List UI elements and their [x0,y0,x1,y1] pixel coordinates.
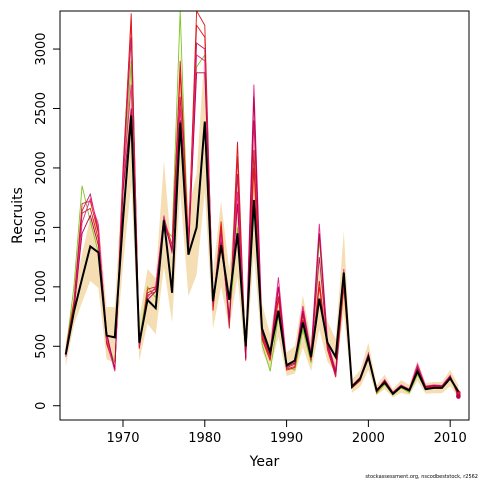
x-tick-label: 1980 [188,431,221,446]
x-tick-label: 1970 [106,431,139,446]
x-axis: 1970 1980 1990 2000 2010 [106,419,467,446]
y-tick-label: 2500 [34,92,49,125]
x-tick-label: 1990 [270,431,303,446]
x-tick-label: 2000 [352,431,385,446]
y-tick-label: 1500 [34,211,49,244]
y-tick-label: 500 [34,334,49,359]
y-tick-label: 1000 [34,270,49,303]
y-axis: 0 500 1000 1500 2000 2500 3000 [34,32,61,410]
estimate-line [64,115,460,396]
y-tick-label: 2000 [34,151,49,184]
plot-area [64,11,461,399]
y-axis-label: Recruits [10,187,26,244]
y-tick-label: 0 [34,402,49,410]
series-end-point-6 [456,394,461,399]
x-axis-label: Year [249,454,280,470]
credit-note: stockassessment.org, nscodbeststock, r25… [365,474,478,480]
x-tick-label: 2010 [434,431,467,446]
y-tick-label: 3000 [34,32,49,65]
